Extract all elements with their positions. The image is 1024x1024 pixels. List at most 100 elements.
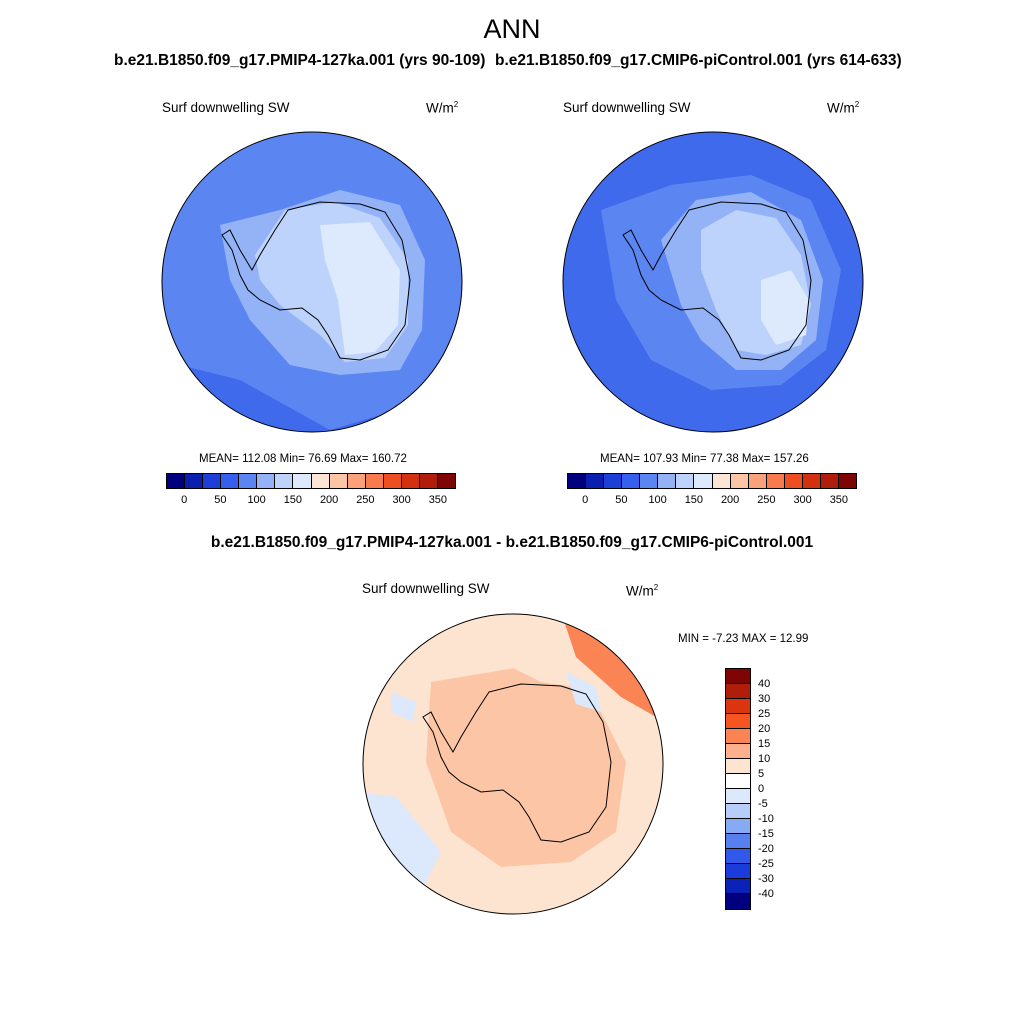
colorbar-swatch [604, 474, 623, 488]
colorbar-swatch [726, 894, 750, 909]
colorbar-tick-label: 150 [283, 494, 303, 506]
colorbar-swatch [820, 474, 839, 488]
colorbar-swatch [802, 474, 821, 488]
colorbar-tick-label: 250 [757, 494, 776, 506]
panel-1-polar-map [161, 131, 463, 433]
colorbar-swatch [257, 474, 276, 488]
difference-positive-zone [426, 667, 626, 867]
colorbar-tick-label: 200 [319, 494, 339, 506]
colorbar-swatch [275, 474, 294, 488]
colorbar-swatch [239, 474, 258, 488]
panel-2-colorbar [567, 473, 857, 489]
colorbar-tick-label: -30 [758, 873, 774, 885]
colorbar-swatch [726, 834, 750, 849]
colorbar-swatch [726, 879, 750, 894]
colorbar-swatch [726, 699, 750, 714]
panel-1-antarctica-coastline [221, 201, 411, 361]
colorbar-swatch [221, 474, 240, 488]
colorbar-tick-label: 350 [829, 494, 849, 506]
panel-1-high-sw-zone [320, 222, 400, 355]
colorbar-swatch [726, 759, 750, 774]
colorbar-swatch [726, 729, 750, 744]
colorbar-swatch [329, 474, 348, 488]
difference-title: b.e21.B1850.f09_g17.PMIP4-127ka.001 - b.… [210, 534, 814, 551]
difference-colorbar [725, 668, 751, 910]
colorbar-swatch [726, 849, 750, 864]
difference-units: W/m2 [626, 583, 659, 599]
colorbar-swatch [748, 474, 767, 488]
colorbar-tick-label: 350 [428, 494, 448, 506]
difference-stats: MIN = -7.23 MAX = 12.99 [678, 633, 809, 645]
colorbar-tick-label: 0 [181, 494, 188, 506]
colorbar-swatch [726, 774, 750, 789]
panel-2-units: W/m2 [827, 100, 860, 116]
colorbar-swatch [401, 474, 420, 488]
panel-1-variable-label: Surf downwelling SW [162, 100, 290, 115]
colorbar-swatch [311, 474, 330, 488]
colorbar-tick-label: -25 [758, 858, 774, 870]
colorbar-swatch [568, 474, 587, 488]
colorbar-swatch [726, 714, 750, 729]
panel-1-units: W/m2 [426, 100, 459, 116]
colorbar-tick-label: 30 [758, 693, 771, 705]
difference-polar-map [362, 613, 664, 915]
colorbar-tick-label: 250 [356, 494, 375, 506]
colorbar-tick-label: -5 [758, 798, 768, 810]
colorbar-tick-label: 300 [793, 494, 812, 506]
colorbar-swatch [726, 789, 750, 804]
panel-2-polar-map [562, 131, 864, 433]
colorbar-swatch [203, 474, 222, 488]
figure-title: ANN [483, 14, 541, 44]
colorbar-swatch [365, 474, 384, 488]
colorbar-swatch [640, 474, 659, 488]
colorbar-tick-label: 0 [582, 494, 589, 506]
colorbar-tick-label: 15 [758, 738, 771, 750]
colorbar-tick-label: 100 [648, 494, 667, 506]
colorbar-tick-label: -15 [758, 828, 774, 840]
colorbar-swatch [347, 474, 366, 488]
panel-2-variable-label: Surf downwelling SW [563, 100, 691, 115]
colorbar-swatch [658, 474, 677, 488]
difference-variable-label: Surf downwelling SW [362, 581, 490, 596]
difference-antarctica-coastline [422, 683, 612, 843]
colorbar-swatch [726, 804, 750, 819]
difference-map-border [362, 613, 664, 915]
colorbar-tick-label: 40 [758, 678, 771, 690]
colorbar-tick-label: 10 [758, 753, 771, 765]
colorbar-swatch [586, 474, 605, 488]
panel-2-antarctica-coastline [622, 201, 812, 361]
colorbar-tick-label: 50 [214, 494, 227, 506]
colorbar-swatch [167, 474, 186, 488]
colorbar-tick-label: 5 [758, 768, 765, 780]
colorbar-tick-label: 300 [392, 494, 411, 506]
colorbar-swatch [726, 819, 750, 834]
colorbar-swatch [694, 474, 713, 488]
colorbar-swatch [726, 669, 750, 684]
colorbar-tick-label: 200 [720, 494, 740, 506]
colorbar-tick-label: 50 [615, 494, 628, 506]
panel-1-stats: MEAN= 112.08 Min= 76.69 Max= 160.72 [199, 453, 407, 465]
colorbar-tick-label: -10 [758, 813, 774, 825]
colorbar-tick-label: 20 [758, 723, 771, 735]
panel-2-stats: MEAN= 107.93 Min= 77.38 Max= 157.26 [600, 453, 809, 465]
colorbar-swatch [730, 474, 749, 488]
colorbar-swatch [784, 474, 803, 488]
panel-2-max-sw-zone [761, 270, 809, 345]
colorbar-swatch [838, 474, 856, 488]
colorbar-tick-label: 0 [758, 783, 765, 795]
colorbar-swatch [185, 474, 204, 488]
colorbar-swatch [383, 474, 402, 488]
difference-negative-patch-ne [566, 672, 601, 712]
panel-2-map-border [562, 131, 864, 433]
colorbar-swatch [622, 474, 641, 488]
colorbar-swatch [437, 474, 455, 488]
colorbar-swatch [419, 474, 438, 488]
colorbar-swatch [726, 684, 750, 699]
colorbar-tick-label: 100 [247, 494, 266, 506]
colorbar-swatch [766, 474, 785, 488]
colorbar-swatch [726, 864, 750, 879]
difference-low-patch-north [511, 642, 576, 687]
colorbar-swatch [712, 474, 731, 488]
colorbar-swatch [293, 474, 312, 488]
colorbar-swatch [676, 474, 695, 488]
